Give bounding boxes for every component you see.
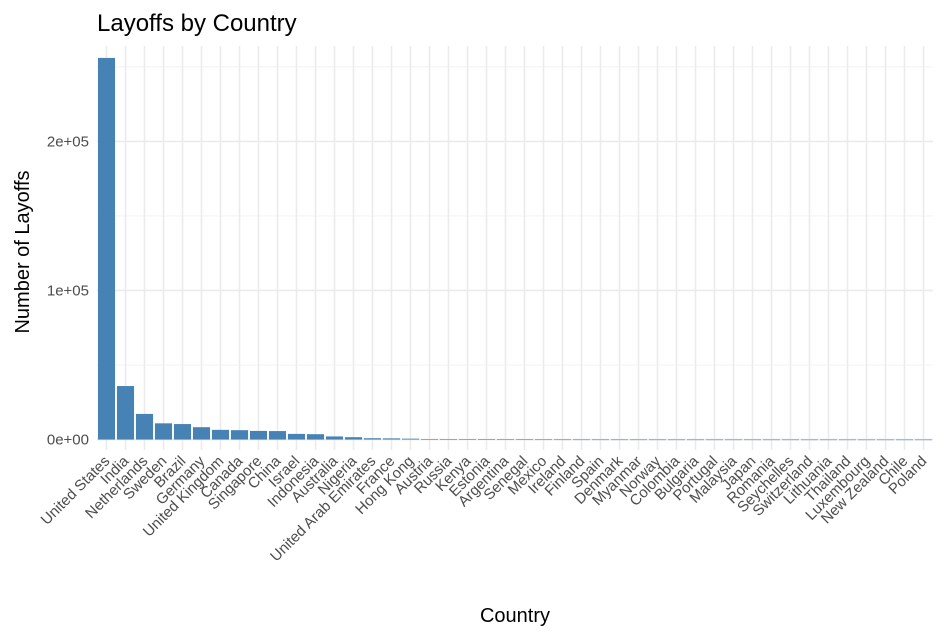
bar-china [268, 431, 287, 440]
bar-estonia [477, 439, 496, 440]
bar-spain [591, 439, 610, 441]
y-tick-label: 2e+05 [47, 133, 89, 150]
bar-malaysia [724, 439, 743, 441]
bar-australia [325, 436, 344, 440]
bar-chile [895, 439, 914, 441]
bar-denmark [610, 439, 629, 441]
bar-switzerland [800, 439, 819, 441]
bar-indonesia [306, 434, 325, 440]
bar-colombia [667, 439, 686, 441]
x-axis-title: Country [480, 605, 550, 627]
bar-argentina [496, 439, 515, 441]
bar-netherlands [135, 413, 154, 440]
y-tick-label: 0e+00 [47, 432, 89, 449]
bar-russia [439, 439, 458, 440]
bar-norway [648, 439, 667, 441]
bar-lithuania [819, 439, 838, 441]
bar-mexico [534, 439, 553, 441]
bar-ireland [553, 439, 572, 441]
bar-kenya [458, 439, 477, 440]
bar-luxembourg [857, 439, 876, 441]
bar-bulgaria [686, 439, 705, 441]
bar-nigeria [344, 437, 363, 440]
bar-austria [420, 439, 439, 440]
y-tick-label: 1e+05 [47, 282, 89, 299]
bar-united-states [97, 57, 116, 440]
bar-germany [192, 427, 211, 440]
bar-france [382, 438, 401, 440]
bar-brazil [173, 424, 192, 440]
x-axis-ticks: United StatesIndiaNetherlandsSwedenBrazi… [38, 452, 931, 565]
bar-new-zealand [876, 439, 895, 441]
bars [97, 57, 933, 441]
bar-japan [743, 439, 762, 441]
bar-finland [572, 439, 591, 441]
y-axis-title: Number of Layoffs [12, 170, 34, 333]
bar-hong-kong [401, 438, 420, 440]
bar-india [116, 386, 135, 440]
bar-seychelles [781, 439, 800, 441]
bar-sweden [154, 423, 173, 440]
bar-thailand [838, 439, 857, 441]
y-axis-ticks: 0e+00 1e+05 2e+05 [47, 133, 89, 448]
bar-myanmar [629, 439, 648, 441]
bar-poland [914, 439, 933, 441]
bar-united-kingdom [211, 429, 230, 440]
grid [97, 46, 933, 450]
bar-romania [762, 439, 781, 441]
bar-canada [230, 430, 249, 440]
chart-title: Layoffs by Country [97, 10, 297, 37]
bar-united-arab-emirates [363, 438, 382, 440]
bar-israel [287, 433, 306, 440]
bar-singapore [249, 430, 268, 440]
bar-senegal [515, 439, 534, 441]
bar-portugal [705, 439, 724, 441]
